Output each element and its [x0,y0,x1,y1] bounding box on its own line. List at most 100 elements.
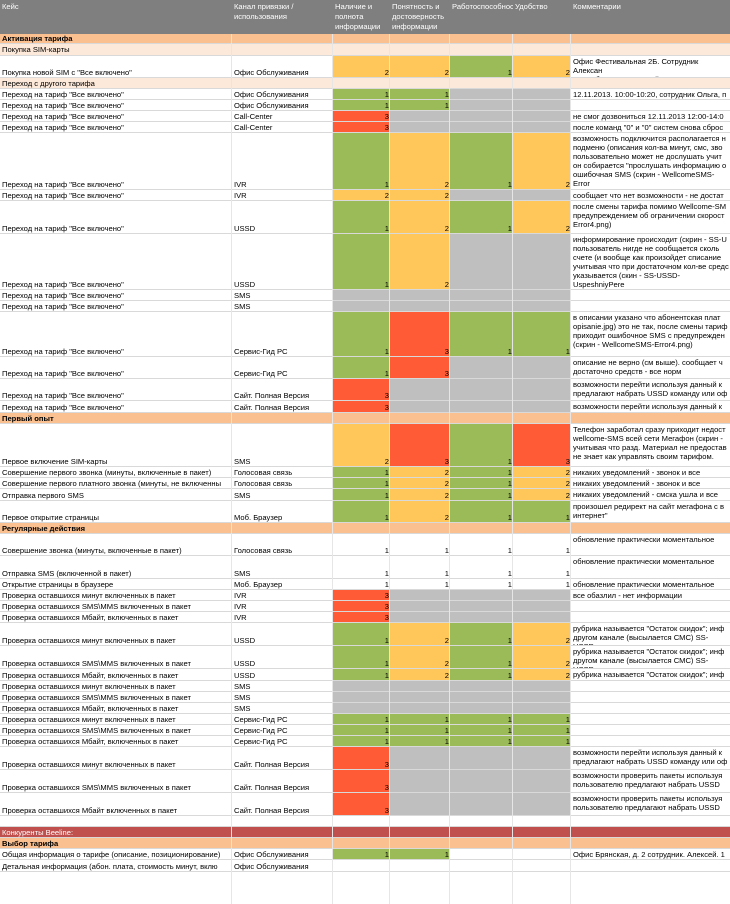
operability-score[interactable]: 1 [450,669,513,681]
completeness-score[interactable]: 1 [333,312,390,357]
completeness-score[interactable]: 1 [384,569,389,578]
channel-cell[interactable]: Офис Обслуживания [234,850,309,859]
channel-cell[interactable]: Сайт. Полная Версия [234,783,310,792]
case-cell[interactable]: Проверка оставшихся SMS\MMS включенных в… [2,659,191,668]
completeness-score[interactable]: 1 [333,623,390,646]
operability-score[interactable] [450,190,513,201]
channel-cell[interactable]: USSD [234,659,256,668]
channel-cell[interactable]: SMS [234,491,251,500]
convenience-score[interactable] [513,301,571,312]
completeness-score[interactable]: 1 [333,714,390,725]
case-cell[interactable]: Совершение первого звонка (минуты, включ… [2,468,212,477]
clarity-score[interactable]: 3 [390,424,450,467]
operability-score[interactable]: 1 [450,201,513,234]
completeness-score[interactable]: 1 [333,133,390,190]
comment-cell[interactable]: обновление практически моментальное [573,535,715,544]
completeness-score[interactable]: 1 [333,669,390,681]
comment-cell[interactable]: все обазлил - нет информации [573,591,683,600]
completeness-score[interactable]: 1 [384,580,389,589]
comment-cell[interactable]: сообщает что нет возможности - не достат [573,191,724,200]
case-cell[interactable]: Совершение первого платного звонка (мину… [2,479,222,488]
operability-score[interactable] [450,747,513,770]
comment-cell[interactable]: возможности перейти используя данный к п… [573,748,728,766]
comment-cell[interactable]: никаких уведомлений - звонок и все [573,468,701,477]
case-cell[interactable]: Переход на тариф "Все включено" [2,280,124,289]
comment-cell[interactable]: Офис Брянская, д. 2 сотрудник. Алексей. … [573,850,725,859]
comment-cell[interactable]: рубрика называется "Остаток скидок"; инф… [573,647,725,669]
clarity-score[interactable] [390,379,450,401]
completeness-score[interactable]: 1 [333,725,390,736]
channel-cell[interactable]: SMS [234,693,251,702]
clarity-score[interactable] [390,747,450,770]
completeness-score[interactable]: 1 [333,849,390,860]
completeness-score[interactable]: 1 [333,467,390,478]
case-cell[interactable]: Открытие страницы в браузере [2,580,114,589]
operability-score[interactable] [450,234,513,290]
clarity-score[interactable]: 1 [390,736,450,747]
channel-cell[interactable]: Голосовая связь [234,468,293,477]
channel-cell[interactable]: IVR [234,591,247,600]
completeness-score[interactable]: 3 [333,612,390,623]
convenience-score[interactable]: 3 [513,424,571,467]
case-cell[interactable]: Переход на тариф "Все включено" [2,291,124,300]
channel-cell[interactable]: Моб. Браузер [234,513,283,522]
channel-cell[interactable]: Сайт. Полная Версия [234,760,310,769]
convenience-score[interactable]: 2 [513,489,571,501]
channel-cell[interactable]: Сайт. Полная Версия [234,806,310,815]
completeness-score[interactable] [333,703,390,714]
operability-score[interactable] [450,590,513,601]
completeness-score[interactable] [333,692,390,703]
case-cell[interactable]: Переход на тариф "Все включено" [2,123,124,132]
channel-cell[interactable]: SMS [234,682,251,691]
channel-cell[interactable]: IVR [234,602,247,611]
header-case[interactable]: Кейс [2,2,19,11]
clarity-score[interactable] [390,612,450,623]
comment-cell[interactable]: обновление практически моментальное [573,557,715,566]
clarity-score[interactable] [390,692,450,703]
operability-score[interactable] [450,301,513,312]
completeness-score[interactable]: 1 [333,89,390,100]
operability-score[interactable] [450,793,513,816]
clarity-score[interactable]: 3 [390,357,450,379]
completeness-score[interactable]: 1 [384,546,389,555]
convenience-score[interactable] [513,290,571,301]
convenience-score[interactable] [513,793,571,816]
clarity-score[interactable] [390,301,450,312]
completeness-score[interactable] [333,290,390,301]
convenience-score[interactable] [513,612,571,623]
header-clarity[interactable]: Понятность и достоверность информации [392,2,445,31]
channel-cell[interactable]: Сервис-Гид РС [234,726,288,735]
convenience-score[interactable] [513,111,571,122]
channel-cell[interactable]: IVR [234,191,247,200]
clarity-score[interactable] [390,290,450,301]
operability-score[interactable] [450,357,513,379]
operability-score[interactable]: 1 [450,478,513,489]
channel-cell[interactable]: Офис Обслуживания [234,90,309,99]
operability-score[interactable]: 1 [507,546,512,555]
channel-cell[interactable]: Сервис-Гид РС [234,715,288,724]
convenience-score[interactable] [513,89,571,100]
clarity-score[interactable] [390,793,450,816]
convenience-score[interactable]: 2 [513,201,571,234]
case-cell[interactable]: Совершение звонка (минуты, включенные в … [2,546,182,555]
channel-cell[interactable]: IVR [234,180,247,189]
convenience-score[interactable] [513,190,571,201]
channel-cell[interactable]: IVR [234,613,247,622]
channel-cell[interactable]: Call-Center [234,112,273,121]
case-cell[interactable]: Проверка оставшихся Мбайт, включенных в … [2,613,179,622]
case-cell[interactable]: Общая информация о тарифе (описание, поз… [2,850,221,859]
comment-cell[interactable]: информирование происходит (скрин - SS-U … [573,235,729,289]
operability-score[interactable] [450,692,513,703]
completeness-score[interactable]: 2 [333,424,390,467]
clarity-score[interactable]: 1 [390,100,450,111]
operability-score[interactable] [450,379,513,401]
completeness-score[interactable]: 1 [333,736,390,747]
operability-score[interactable] [450,703,513,714]
comment-cell[interactable]: рубрика называется "Остаток скидок"; инф… [573,624,725,646]
operability-score[interactable]: 1 [450,725,513,736]
channel-cell[interactable]: USSD [234,224,256,233]
channel-cell[interactable]: Моб. Браузер [234,580,283,589]
header-comments[interactable]: Комментарии [573,2,621,11]
case-cell[interactable]: Переход на тариф "Все включено" [2,403,124,412]
comment-cell[interactable]: Офис Фестивальная 2Б. Сотрудник Алексан … [573,57,699,78]
